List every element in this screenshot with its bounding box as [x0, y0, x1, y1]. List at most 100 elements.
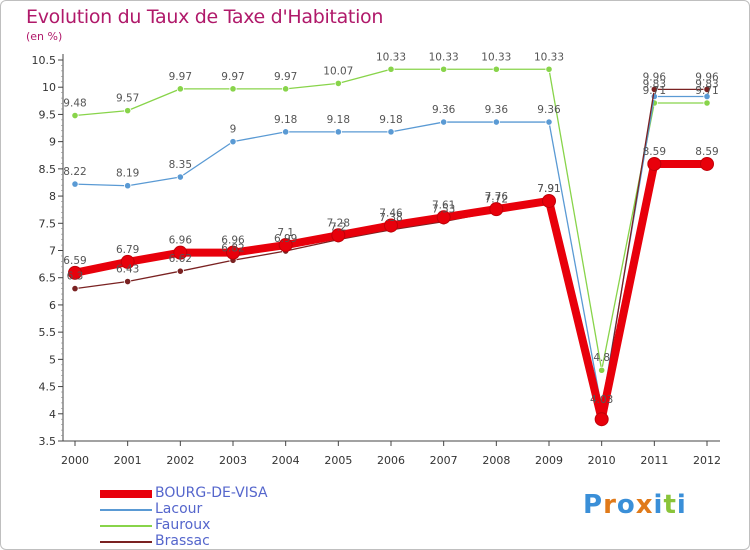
data-label-bourg-de-visa: 6.96 [169, 235, 193, 247]
data-label-brassac: 9.96 [695, 71, 719, 83]
data-label-brassac: 4.03 [590, 394, 613, 406]
series-line-bourg-de-visa [71, 159, 711, 424]
y-tick-label: 7.5 [39, 217, 57, 230]
data-label-bourg-de-visa: 8.59 [643, 146, 666, 158]
data-point-brassac [71, 284, 79, 293]
data-point-bourg-de-visa [489, 202, 504, 217]
x-tick-label: 2006 [377, 454, 405, 467]
data-label-fauroux: 10.33 [534, 51, 564, 63]
data-label-bourg-de-visa: 6.96 [221, 235, 245, 247]
data-label-bourg-de-visa: 6.59 [63, 255, 86, 267]
data-label-bourg-de-visa: 7.28 [327, 217, 350, 229]
data-point-bourg-de-visa [68, 265, 82, 280]
data-label-fauroux: 9.48 [63, 98, 86, 110]
data-point-lacour [492, 118, 500, 126]
data-point-lacour [334, 128, 342, 136]
y-tick-label: 5.5 [39, 326, 57, 339]
data-label-brassac: 7.38 [379, 212, 402, 224]
data-label-fauroux: 9.71 [695, 85, 718, 97]
data-label-bourg-de-visa: 7.61 [432, 199, 455, 211]
y-tick-label: 9 [49, 136, 56, 149]
chart-subtitle: (en %) [26, 30, 63, 43]
data-label-bourg-de-visa: 7.46 [379, 207, 403, 219]
data-labels-layer: 9.48 9.57 9.97 9.97 9.97 10.07 10.33 10.33 10.33… [63, 51, 719, 406]
data-point-fauroux [71, 111, 79, 120]
brand-letter: i [653, 490, 664, 520]
data-point-bourg-de-visa [173, 245, 188, 260]
data-label-brassac: 7.2 [330, 222, 347, 234]
y-tick-label: 5 [49, 353, 56, 366]
series-layer [68, 65, 714, 427]
data-label-fauroux: 9.97 [169, 71, 192, 83]
x-tick-label: 2008 [482, 454, 510, 467]
data-point-bourg-de-visa [384, 218, 398, 233]
x-tick-label: 2001 [114, 454, 142, 467]
data-label-brassac: 9.96 [643, 71, 667, 83]
brand-letter: o [616, 490, 636, 520]
data-label-lacour: 9.36 [485, 104, 509, 116]
legend-swatch-lacour [100, 509, 152, 511]
data-label-fauroux: 10.33 [481, 51, 511, 63]
data-label-fauroux: 9.97 [221, 71, 244, 83]
y-tick-label: 8.5 [39, 163, 57, 176]
data-label-brassac: 7.91 [537, 183, 560, 195]
data-point-fauroux [282, 85, 290, 93]
legend-label-bourg-de-visa: BOURG-DE-VISA [155, 485, 268, 501]
data-label-brassac: 6.62 [169, 253, 192, 265]
data-label-brassac: 7.72 [485, 193, 508, 205]
x-tick-label: 2007 [430, 454, 458, 467]
data-label-bourg-de-visa: 7.1 [277, 227, 294, 239]
data-point-bourg-de-visa [542, 193, 556, 208]
data-point-fauroux [598, 366, 606, 374]
data-point-fauroux [387, 65, 395, 73]
brand-logo: Proxiti [583, 490, 687, 520]
data-label-lacour: 9.83 [695, 78, 718, 90]
data-point-lacour [440, 118, 448, 126]
legend-label-lacour: Lacour [155, 501, 203, 517]
data-label-fauroux: 9.97 [274, 71, 297, 83]
data-point-lacour [282, 128, 290, 136]
data-label-bourg-de-visa: 6.79 [116, 244, 139, 256]
data-label-lacour: 8.35 [169, 159, 192, 171]
data-point-bourg-de-visa [700, 156, 714, 171]
data-label-fauroux: 4.8 [593, 352, 610, 364]
data-label-lacour: 8.19 [116, 168, 139, 180]
y-tick-label: 8 [49, 190, 56, 203]
chart-title: Evolution du Taux de Taxe d'Habitation [26, 6, 384, 28]
brand-letter: r [603, 490, 617, 520]
data-label-lacour: 8.22 [63, 166, 86, 178]
data-label-brassac: 6.99 [274, 233, 297, 245]
data-point-lacour [545, 118, 553, 126]
data-point-brassac [703, 85, 711, 93]
data-label-fauroux: 10.07 [323, 65, 353, 77]
legend-swatch-brassac [100, 541, 152, 543]
data-label-bourg-de-visa: 7.76 [485, 191, 509, 203]
data-point-fauroux [545, 65, 553, 73]
x-tick-label: 2002 [166, 454, 194, 467]
data-label-fauroux: 9.71 [643, 85, 666, 97]
x-tick-label: 2003 [219, 454, 247, 467]
data-label-fauroux: 10.33 [429, 51, 459, 63]
data-point-fauroux [492, 65, 500, 73]
y-tick-label: 10.5 [32, 54, 57, 67]
data-label-bourg-de-visa: 8.59 [695, 146, 718, 158]
x-tick-label: 2012 [693, 454, 721, 467]
data-point-lacour [703, 92, 711, 101]
data-point-brassac [650, 85, 658, 93]
data-point-lacour [124, 182, 132, 190]
data-label-brassac: 7.53 [432, 204, 455, 216]
data-point-bourg-de-visa [647, 156, 662, 171]
data-point-bourg-de-visa [278, 238, 293, 253]
y-tick-label: 9.5 [39, 108, 57, 121]
data-point-bourg-de-visa [226, 245, 240, 260]
data-label-lacour: 9.18 [274, 114, 297, 126]
data-point-bourg-de-visa [436, 210, 451, 225]
data-point-fauroux [229, 85, 237, 93]
y-tick-label: 7 [49, 245, 56, 258]
data-label-brassac: 6.3 [67, 271, 84, 283]
brand-letter: t [663, 490, 677, 520]
data-label-lacour: 9.36 [432, 104, 456, 116]
